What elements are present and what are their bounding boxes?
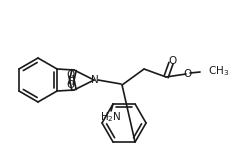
- Text: O: O: [66, 80, 74, 90]
- Text: H$_2$N: H$_2$N: [100, 110, 122, 124]
- Text: CH$_3$: CH$_3$: [208, 64, 229, 78]
- Text: N: N: [91, 75, 99, 85]
- Text: O: O: [183, 69, 191, 79]
- Text: O: O: [66, 70, 74, 80]
- Text: O: O: [168, 56, 176, 66]
